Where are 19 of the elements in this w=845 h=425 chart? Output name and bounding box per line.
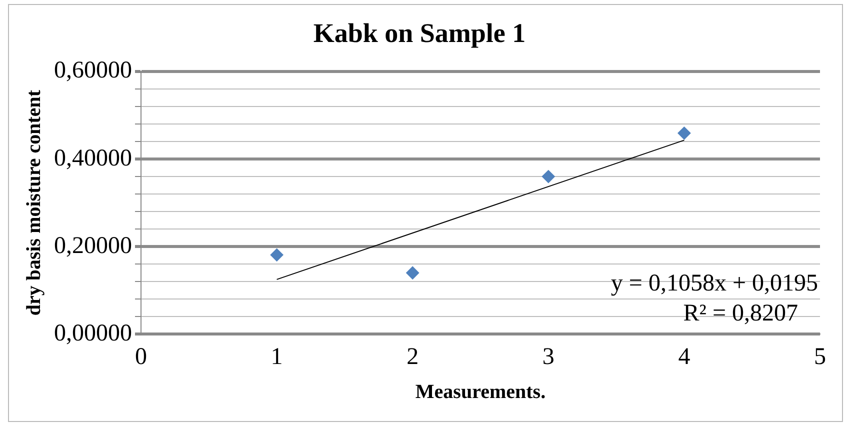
y-tick-label: 0,60000: [54, 58, 132, 84]
y-tick-label: 0,40000: [54, 145, 132, 172]
annotation: y = 0,1058x + 0,0195: [610, 270, 818, 296]
y-tick-label: 0,20000: [54, 232, 132, 259]
y-axis-title: dry basis moisture content: [23, 90, 46, 316]
point: [406, 266, 420, 280]
x-tick-label: 1: [270, 344, 283, 370]
point: [542, 170, 555, 184]
x-tick-label: 3: [542, 344, 554, 370]
x-tick-label: 2: [406, 344, 419, 370]
annotation: R² = 0,8207: [683, 300, 798, 326]
x-axis-title: Measurements.: [415, 381, 546, 404]
x-tick-label: 0: [135, 344, 147, 370]
x-tick-label: 4: [678, 344, 690, 370]
y-tick-label: 0,00000: [54, 320, 132, 346]
point: [270, 248, 284, 262]
chart-title: Kabk on Sample 1: [313, 18, 526, 48]
point: [678, 126, 691, 140]
x-tick-label: 5: [814, 344, 826, 370]
